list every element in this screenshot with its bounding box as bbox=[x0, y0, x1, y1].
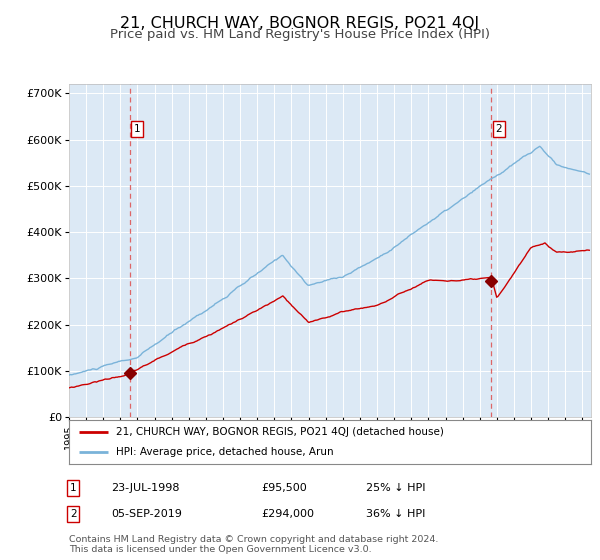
Text: Contains HM Land Registry data © Crown copyright and database right 2024.
This d: Contains HM Land Registry data © Crown c… bbox=[69, 535, 439, 554]
Text: HPI: Average price, detached house, Arun: HPI: Average price, detached house, Arun bbox=[116, 447, 334, 457]
Text: 05-SEP-2019: 05-SEP-2019 bbox=[111, 509, 182, 519]
Text: 2: 2 bbox=[70, 509, 77, 519]
Text: 1: 1 bbox=[134, 124, 140, 134]
Text: 1: 1 bbox=[70, 483, 77, 493]
Text: Price paid vs. HM Land Registry's House Price Index (HPI): Price paid vs. HM Land Registry's House … bbox=[110, 28, 490, 41]
Text: 25% ↓ HPI: 25% ↓ HPI bbox=[366, 483, 425, 493]
Text: £294,000: £294,000 bbox=[261, 509, 314, 519]
Text: 23-JUL-1998: 23-JUL-1998 bbox=[111, 483, 179, 493]
Text: 21, CHURCH WAY, BOGNOR REGIS, PO21 4QJ (detached house): 21, CHURCH WAY, BOGNOR REGIS, PO21 4QJ (… bbox=[116, 427, 444, 437]
Text: £95,500: £95,500 bbox=[261, 483, 307, 493]
Text: 36% ↓ HPI: 36% ↓ HPI bbox=[366, 509, 425, 519]
Text: 21, CHURCH WAY, BOGNOR REGIS, PO21 4QJ: 21, CHURCH WAY, BOGNOR REGIS, PO21 4QJ bbox=[121, 16, 479, 31]
Text: 2: 2 bbox=[496, 124, 502, 134]
